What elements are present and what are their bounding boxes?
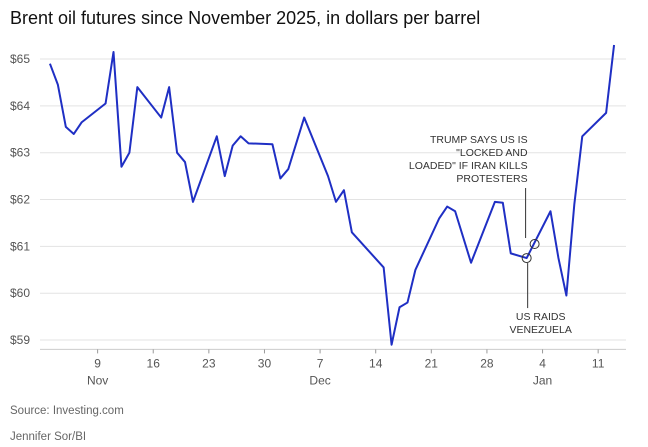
x-tick-label: 14 xyxy=(369,356,383,370)
annotation-text: TRUMP SAYS US IS xyxy=(430,134,528,146)
credit: Jennifer Sor/BI xyxy=(10,431,86,443)
x-tick-label: 23 xyxy=(202,356,216,370)
y-tick-label: $63 xyxy=(10,146,30,160)
source: Source: Investing.com xyxy=(10,405,124,417)
x-month-label: Jan xyxy=(533,373,552,387)
y-tick-label: $62 xyxy=(10,193,30,207)
x-tick-label: 4 xyxy=(539,356,546,370)
x-month-label: Nov xyxy=(87,373,108,387)
annotation-marker xyxy=(521,253,532,264)
annotation-text: "LOCKED AND xyxy=(456,147,528,159)
y-tick-label: $61 xyxy=(10,239,30,253)
x-tick-label: 21 xyxy=(425,356,439,370)
x-tick-label: 9 xyxy=(94,356,101,370)
price-line xyxy=(49,44,616,346)
y-tick-label: $60 xyxy=(10,286,30,300)
chart-title: Brent oil futures since November 2025, i… xyxy=(10,8,480,28)
y-tick-label: $64 xyxy=(10,99,30,113)
x-tick-label: 11 xyxy=(592,356,605,370)
x-tick-label: 16 xyxy=(147,356,161,370)
x-month-label: Dec xyxy=(309,373,330,387)
x-tick-label: 28 xyxy=(480,356,494,370)
y-tick-label: $65 xyxy=(10,52,30,66)
y-tick-label: $59 xyxy=(10,333,30,347)
x-tick-label: 7 xyxy=(317,356,324,370)
x-tick-label: 30 xyxy=(258,356,272,370)
annotation-text: VENEZUELA xyxy=(509,324,571,336)
annotation-text: US RAIDS xyxy=(516,311,566,323)
annotation-marker xyxy=(529,239,540,250)
annotation-text: PROTESTERS xyxy=(456,173,527,185)
annotation-text: LOADED" IF IRAN KILLS xyxy=(409,160,528,172)
